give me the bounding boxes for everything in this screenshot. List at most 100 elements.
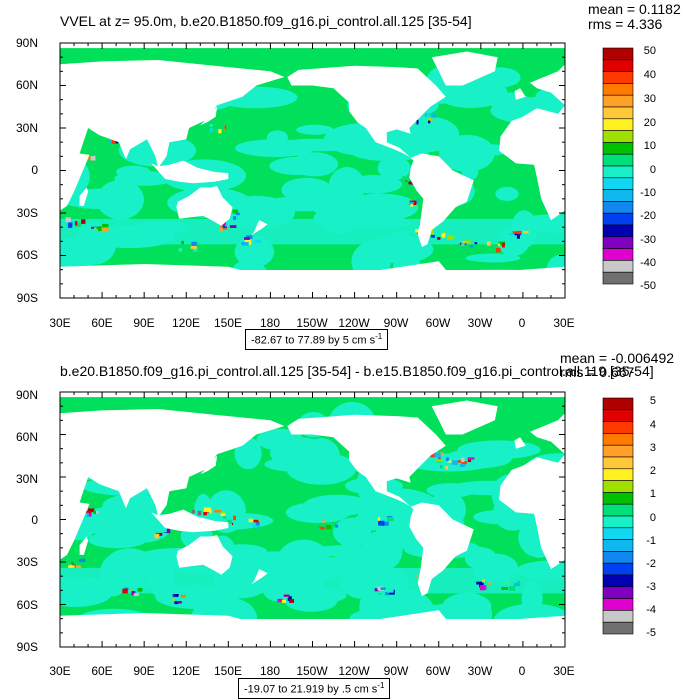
- value-cell: [445, 466, 449, 470]
- contour-patch: [473, 510, 522, 525]
- colorbar-label: -2: [646, 558, 656, 570]
- land-australia-wrap: [681, 535, 700, 575]
- contour-band: [60, 567, 565, 594]
- value-cell: [154, 533, 160, 539]
- contour-patch: [269, 156, 326, 176]
- value-cell: [102, 227, 109, 232]
- value-cell: [207, 512, 210, 517]
- value-cell: [502, 580, 507, 584]
- land-indonesia-wrap: [656, 510, 700, 533]
- rms-stat: rms = 0.667: [560, 364, 635, 380]
- value-cell: [235, 212, 240, 216]
- lat-label: 60N: [15, 78, 38, 92]
- lon-label: 30E: [49, 316, 71, 330]
- lon-label: 30W: [467, 664, 493, 678]
- value-cell: [287, 596, 292, 601]
- lon-label: 60W: [425, 664, 451, 678]
- value-cell: [218, 129, 222, 134]
- value-cell: [516, 235, 520, 239]
- colorbar-box: [602, 271, 634, 285]
- value-cell: [191, 241, 197, 246]
- value-cell: [173, 594, 179, 597]
- value-cell: [428, 120, 431, 124]
- lat-label: 0: [31, 513, 38, 527]
- value-cell: [474, 242, 478, 245]
- value-cell: [431, 113, 437, 118]
- lon-label: 60E: [91, 316, 113, 330]
- value-cell: [81, 219, 86, 224]
- lat-label: 30S: [16, 555, 38, 569]
- value-cell: [248, 518, 254, 523]
- value-cell: [490, 245, 498, 248]
- value-cell: [67, 223, 73, 228]
- colorbar-label: -30: [640, 234, 656, 246]
- colorbar-label: 2: [649, 465, 656, 477]
- land-newzealand: [250, 569, 268, 585]
- value-cell: [129, 589, 132, 592]
- lat-label: 90N: [15, 388, 38, 402]
- value-cell: [254, 239, 262, 244]
- lon-label: 120W: [338, 664, 370, 678]
- value-cell: [467, 457, 475, 460]
- land-south_america: [409, 153, 474, 247]
- value-cell: [223, 126, 226, 131]
- land-uk: [514, 437, 526, 449]
- lon-label: 180: [259, 664, 281, 678]
- lon-label: 120W: [338, 316, 370, 330]
- colorbar-label: 0: [649, 512, 656, 524]
- value-cell: [233, 216, 237, 220]
- value-cell: [253, 519, 259, 523]
- value-cell: [440, 465, 443, 469]
- colorbar-label: 40: [643, 69, 656, 81]
- plot-title: VVEL at z= 95.0m, b.e20.B1850.f09_g16.pi…: [60, 13, 472, 29]
- land-japan: [200, 106, 218, 126]
- map-plot: [59, 42, 634, 299]
- value-cell: [203, 512, 209, 516]
- contour-patch: [88, 531, 147, 549]
- lon-label: 150W: [296, 664, 328, 678]
- value-cell: [509, 586, 516, 591]
- panel-top: VVEL at z= 95.0m, b.e20.B1850.f09_g16.pi…: [15, 2, 681, 350]
- value-cell: [430, 234, 435, 238]
- value-cell: [86, 512, 89, 518]
- value-cell: [434, 452, 441, 458]
- lat-label: 30S: [16, 206, 38, 220]
- panel-bottom: b.e20.B1850.f09_g16.pi_control.all.125 […: [0, 350, 700, 700]
- value-cell: [192, 246, 198, 252]
- value-cell: [488, 582, 492, 585]
- value-cell: [115, 140, 119, 144]
- value-cell: [256, 526, 260, 530]
- value-cell: [75, 221, 78, 226]
- contour-patch: [302, 438, 341, 476]
- land-uk: [514, 88, 526, 100]
- value-cell: [176, 601, 182, 604]
- lon-label: 30E: [49, 664, 71, 678]
- value-cell: [451, 460, 458, 465]
- range-exponent: -1: [377, 681, 385, 690]
- value-cell: [517, 580, 520, 584]
- value-cell: [416, 574, 419, 577]
- land-madagascar: [79, 536, 89, 555]
- value-cell: [111, 139, 118, 144]
- value-cell: [447, 235, 454, 240]
- value-cell: [380, 587, 386, 590]
- value-cell: [166, 528, 171, 534]
- mean-stat: mean = -0.006492: [560, 350, 675, 366]
- value-cell: [318, 526, 325, 530]
- contour-patch: [461, 164, 479, 181]
- colorbar-label: 0: [649, 164, 656, 176]
- value-cell: [252, 523, 256, 528]
- map-field: [60, 392, 700, 647]
- value-cell: [379, 515, 385, 521]
- value-cell: [137, 587, 143, 592]
- value-cell: [197, 510, 202, 516]
- land-eurasia_africa: [60, 409, 285, 560]
- value-cell: [289, 599, 294, 603]
- value-cell: [227, 519, 232, 524]
- land-eurasia_africa-wrap: [499, 64, 565, 221]
- land-australia: [176, 535, 233, 575]
- value-cell: [85, 156, 91, 160]
- value-cell: [94, 227, 97, 230]
- value-cell: [462, 241, 465, 244]
- value-cell: [387, 517, 394, 522]
